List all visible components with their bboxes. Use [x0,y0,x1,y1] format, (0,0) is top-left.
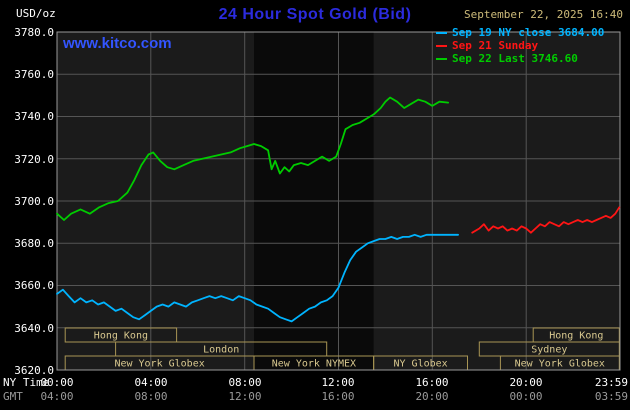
series-sep-19-ny-close [56,233,460,323]
x-axis-tick-gmt: 08:00 [134,390,168,403]
session-label: New York Globex [114,359,204,370]
session-label: Sydney [531,345,567,356]
y-axis-tick: 3620.0 [14,364,54,377]
y-axis-tick: 3720.0 [14,153,54,166]
x-axis-tick-ny: 04:00 [134,376,168,389]
session-label: NY Globex [394,359,448,370]
x-axis-tick-gmt: 12:00 [228,390,262,403]
session-label: Hong Kong [94,331,148,342]
y-axis-tick: 3640.0 [14,322,54,335]
x-axis-name-gmt: GMT [3,390,23,403]
x-axis-name-ny-time: NY Time [3,376,50,389]
legend-item-sep22: Sep 22 Last 3746.60 [436,52,578,65]
legend-label: Sep 19 NY close 3684.00 [452,26,605,39]
y-axis-units-label: USD/oz [16,7,56,20]
y-axis-tick: 3680.0 [14,237,54,250]
y-axis-tick: 3700.0 [14,195,54,208]
legend-label: Sep 21 Sunday [452,39,539,52]
x-axis-tick-ny: 12:00 [321,376,355,389]
x-axis-tick-ny: 08:00 [228,376,262,389]
series-sep-22-last [56,96,450,221]
x-axis-tick-ny: 00:00 [40,376,74,389]
y-axis-tick: 3780.0 [14,26,54,39]
session-label: Hong Kong [549,331,603,342]
legend-line-swatch-red [436,45,447,47]
legend-item-sep19: Sep 19 NY close 3684.00 [436,26,604,39]
legend-line-swatch-green [436,58,447,60]
x-axis-tick-gmt: 00:00 [509,390,543,403]
session-label: London [203,345,239,356]
y-axis-tick: 3660.0 [14,279,54,292]
x-axis-tick-ny: 16:00 [415,376,449,389]
plot-frame [56,31,621,371]
x-axis-tick-ny: 23:59 [594,376,628,389]
x-axis-tick-gmt: 20:00 [415,390,449,403]
session-label: New York NYMEX [272,359,356,370]
legend-item-sep21: Sep 21 Sunday [436,39,538,52]
page-title: 24 Hour Spot Gold (Bid) [218,6,412,23]
x-axis-tick-gmt: 03:59 [594,390,628,403]
x-axis-tick-gmt: 16:00 [321,390,355,403]
session-label: New York Globex [515,359,605,370]
x-axis-tick-ny: 20:00 [509,376,543,389]
kitco-watermark-link[interactable]: www.kitco.com [63,35,172,52]
chart-datetime: September 22, 2025 16:40 [464,8,623,21]
y-axis-tick: 3760.0 [14,68,54,81]
x-axis-tick-gmt: 04:00 [40,390,74,403]
legend-line-swatch-cyan [436,32,447,34]
y-axis-tick: 3740.0 [14,110,54,123]
series-sep-21-sunday [471,206,621,234]
legend-label: Sep 22 Last 3746.60 [452,52,578,65]
